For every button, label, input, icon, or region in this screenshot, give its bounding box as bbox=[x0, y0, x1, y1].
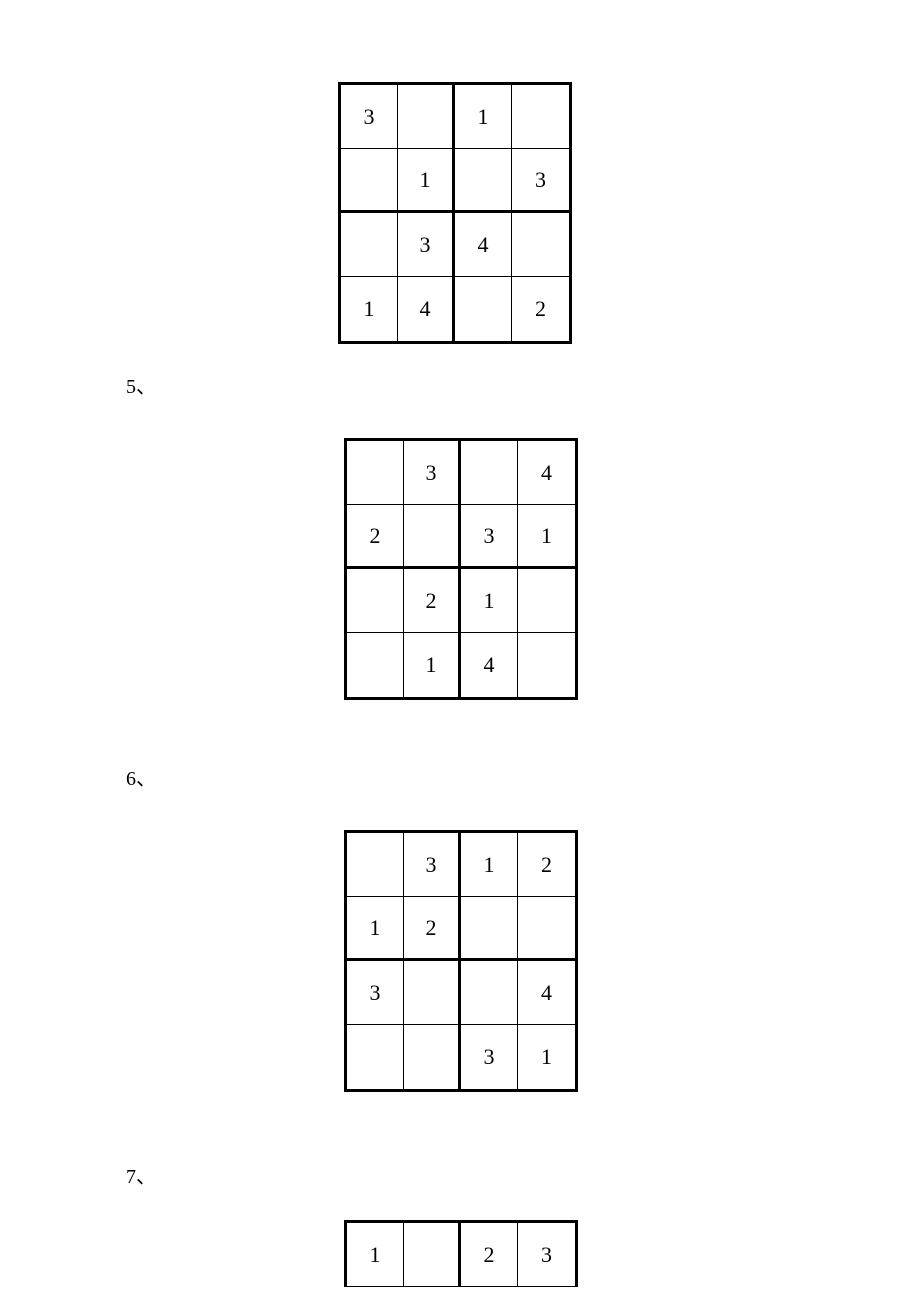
cell-2-0: 3 bbox=[347, 961, 404, 1025]
cell-0-3 bbox=[512, 85, 569, 149]
cell-1-3 bbox=[518, 897, 575, 961]
cell-1-3: 3 bbox=[512, 149, 569, 213]
cell-0-2 bbox=[461, 441, 518, 505]
cell-2-1: 3 bbox=[398, 213, 455, 277]
cell-1-0: 1 bbox=[347, 897, 404, 961]
cell-0-0: 3 bbox=[341, 85, 398, 149]
cell-3-0 bbox=[347, 1025, 404, 1089]
cell-3-0 bbox=[347, 633, 404, 697]
cell-3-3: 1 bbox=[518, 1025, 575, 1089]
cell-1-2 bbox=[455, 149, 512, 213]
puzzle-label-5: 5、 bbox=[126, 370, 156, 399]
cell-0-3: 2 bbox=[518, 833, 575, 897]
cell-3-0: 1 bbox=[341, 277, 398, 341]
cell-2-0 bbox=[341, 213, 398, 277]
cell-0-2: 2 bbox=[461, 1223, 518, 1287]
cell-0-2: 1 bbox=[461, 833, 518, 897]
cell-0-1: 3 bbox=[404, 441, 461, 505]
cell-2-1: 2 bbox=[404, 569, 461, 633]
cell-2-2: 4 bbox=[455, 213, 512, 277]
cell-3-1 bbox=[404, 1025, 461, 1089]
cell-0-0 bbox=[347, 833, 404, 897]
cell-3-1: 4 bbox=[398, 277, 455, 341]
cell-3-3: 2 bbox=[512, 277, 569, 341]
cell-1-2: 3 bbox=[461, 505, 518, 569]
cell-0-1 bbox=[398, 85, 455, 149]
puzzle-label-6: 6、 bbox=[126, 762, 156, 791]
cell-2-0 bbox=[347, 569, 404, 633]
cell-3-3 bbox=[518, 633, 575, 697]
cell-2-3 bbox=[518, 569, 575, 633]
cell-1-0: 2 bbox=[347, 505, 404, 569]
cell-2-2 bbox=[461, 961, 518, 1025]
cell-0-1: 3 bbox=[404, 833, 461, 897]
sudoku-grid-6: 3 1 2 1 2 3 4 3 1 bbox=[344, 830, 578, 1092]
cell-2-2: 1 bbox=[461, 569, 518, 633]
cell-0-0: 1 bbox=[347, 1223, 404, 1287]
sudoku-grid-7: 1 2 3 bbox=[344, 1220, 578, 1287]
sudoku-grid-5: 3 4 2 3 1 2 1 1 4 bbox=[344, 438, 578, 700]
cell-0-2: 1 bbox=[455, 85, 512, 149]
cell-3-2: 4 bbox=[461, 633, 518, 697]
puzzle-label-7: 7、 bbox=[126, 1160, 156, 1189]
cell-2-3: 4 bbox=[518, 961, 575, 1025]
cell-0-0 bbox=[347, 441, 404, 505]
cell-3-2 bbox=[455, 277, 512, 341]
cell-0-3: 3 bbox=[518, 1223, 575, 1287]
cell-1-3: 1 bbox=[518, 505, 575, 569]
cell-3-1: 1 bbox=[404, 633, 461, 697]
cell-0-1 bbox=[404, 1223, 461, 1287]
cell-1-1: 1 bbox=[398, 149, 455, 213]
sudoku-grid-top: 3 1 1 3 3 4 1 4 2 bbox=[338, 82, 572, 344]
cell-0-3: 4 bbox=[518, 441, 575, 505]
cell-2-3 bbox=[512, 213, 569, 277]
cell-1-0 bbox=[341, 149, 398, 213]
cell-2-1 bbox=[404, 961, 461, 1025]
cell-1-1: 2 bbox=[404, 897, 461, 961]
cell-3-2: 3 bbox=[461, 1025, 518, 1089]
cell-1-1 bbox=[404, 505, 461, 569]
cell-1-2 bbox=[461, 897, 518, 961]
